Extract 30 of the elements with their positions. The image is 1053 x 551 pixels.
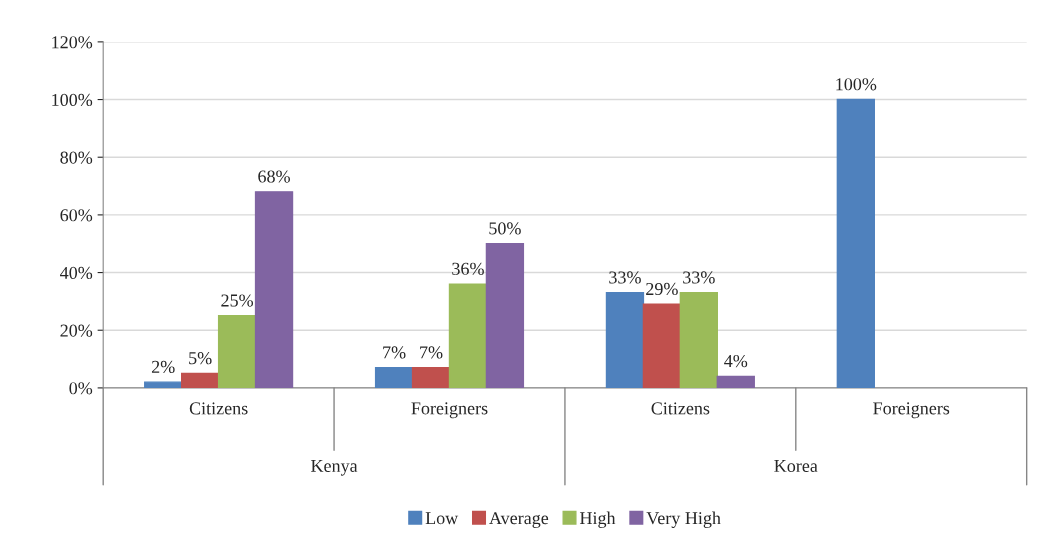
legend-label: High: [579, 511, 616, 528]
data-label: 29%: [646, 282, 678, 296]
x-tick-label: Citizens: [651, 402, 710, 415]
legend-label: Very High: [646, 511, 721, 528]
y-tick-label: 40%: [60, 266, 93, 280]
y-tick-label: 0%: [69, 382, 93, 395]
text: Korea: [774, 460, 818, 473]
legend-label: Low: [425, 512, 459, 525]
data-label: 4%: [724, 354, 748, 368]
data-label: 2%: [151, 360, 175, 373]
data-label: 36%: [452, 262, 484, 275]
data-label: 5%: [189, 352, 212, 365]
data-label: 33%: [609, 271, 641, 284]
text: Kenya: [311, 459, 358, 476]
data-label: 25%: [221, 294, 254, 307]
x-tick-label: Foreigners: [873, 402, 950, 419]
data-label: 100%: [836, 78, 877, 91]
y-tick-label: 120%: [52, 36, 93, 49]
data-label: 7%: [383, 346, 406, 359]
data-label: 68%: [258, 170, 290, 183]
y-tick-label: 60%: [60, 209, 93, 222]
y-tick-label: 20%: [60, 324, 93, 337]
x-tick-label: Citizens: [189, 402, 248, 415]
y-tick-label: 80%: [60, 151, 93, 164]
x-tick-label: Foreigners: [411, 402, 488, 419]
legend-label: Average: [489, 512, 549, 528]
y-tick-label: 100%: [52, 93, 93, 107]
data-label: 33%: [683, 271, 715, 284]
data-label: 7%: [420, 346, 443, 359]
data-label: 50%: [489, 222, 521, 235]
